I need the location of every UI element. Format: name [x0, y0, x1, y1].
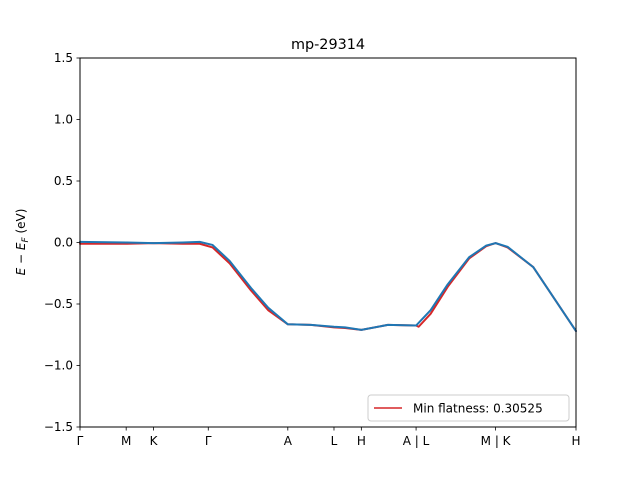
x-tick-label: M: [121, 434, 131, 448]
y-axis-label: E − EF (eV): [14, 209, 31, 276]
x-tick-label: M | K: [481, 434, 512, 448]
x-tick-label: H: [357, 434, 366, 448]
y-tick-label: 0.0: [54, 236, 73, 250]
x-tick-label: K: [150, 434, 159, 448]
y-tick-label: 0.5: [54, 174, 73, 188]
x-axis: Γ M K Γ A L H A | L M | K H: [77, 427, 581, 448]
legend-box: [367, 394, 570, 422]
x-tick-label: Γ: [205, 434, 212, 448]
series-layer: [79, 240, 577, 333]
chart-title: mp-29314: [291, 37, 365, 53]
x-tick-label: A: [284, 434, 293, 448]
y-tick-label: −1.0: [44, 359, 73, 373]
y-axis-label-subscript: F: [21, 237, 31, 243]
y-tick-label: −0.5: [44, 297, 73, 311]
y-axis-label-unit: (eV): [14, 209, 28, 238]
y-tick-label: 1.0: [54, 113, 73, 127]
y-axis: −1.5 −1.0 −0.5 0.0 0.5 1.0 1.5: [44, 51, 80, 434]
x-tick-label: A | L: [403, 434, 430, 448]
y-tick-label: −1.5: [44, 420, 73, 434]
series-line-2: [79, 240, 577, 333]
legend-label: Min flatness: 0.30525: [413, 402, 543, 416]
x-tick-label: L: [331, 434, 338, 448]
y-axis-label-main: E − E: [14, 242, 28, 275]
y-tick-label: 1.5: [54, 51, 73, 65]
x-tick-label: H: [571, 434, 580, 448]
x-tick-label: Γ: [77, 434, 84, 448]
legend: Min flatness: 0.30525: [367, 394, 570, 422]
